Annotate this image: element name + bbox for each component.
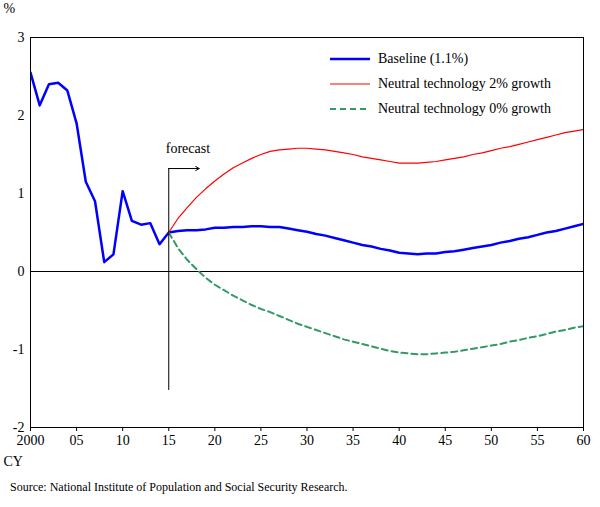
svg-text:10: 10 bbox=[116, 433, 130, 448]
svg-text:CY: CY bbox=[4, 454, 23, 469]
html-text:Neutral technology 0% growth: Neutral technology 0% growth bbox=[378, 100, 551, 116]
svg-text:-1: -1 bbox=[13, 342, 25, 357]
svg-text:-2: -2 bbox=[12, 420, 25, 435]
svg-text:35: 35 bbox=[346, 433, 360, 448]
svg-text:25: 25 bbox=[254, 433, 268, 448]
svg-text:3: 3 bbox=[18, 30, 25, 45]
svg-text:45: 45 bbox=[438, 433, 452, 448]
svg-text:50: 50 bbox=[484, 433, 498, 448]
html-text:Baseline (1.1%): Baseline (1.1%) bbox=[378, 50, 469, 66]
svg-text:0: 0 bbox=[18, 264, 25, 279]
svg-text:forecast: forecast bbox=[166, 141, 210, 156]
svg-text:20: 20 bbox=[208, 433, 222, 448]
svg-text:15: 15 bbox=[162, 433, 176, 448]
svg-text:05: 05 bbox=[70, 433, 84, 448]
svg-text:1: 1 bbox=[18, 186, 25, 201]
html-text:Source: National Institute of: Source: National Institute of Population… bbox=[10, 480, 348, 494]
svg-text:2: 2 bbox=[18, 108, 25, 123]
svg-text:%: % bbox=[4, 1, 16, 16]
svg-text:40: 40 bbox=[392, 433, 406, 448]
svg-text:30: 30 bbox=[300, 433, 314, 448]
html-text:Neutral technology 2% growth: Neutral technology 2% growth bbox=[378, 75, 551, 91]
svg-text:60: 60 bbox=[577, 433, 591, 448]
svg-text:55: 55 bbox=[530, 433, 544, 448]
svg-text:2000: 2000 bbox=[17, 433, 45, 448]
